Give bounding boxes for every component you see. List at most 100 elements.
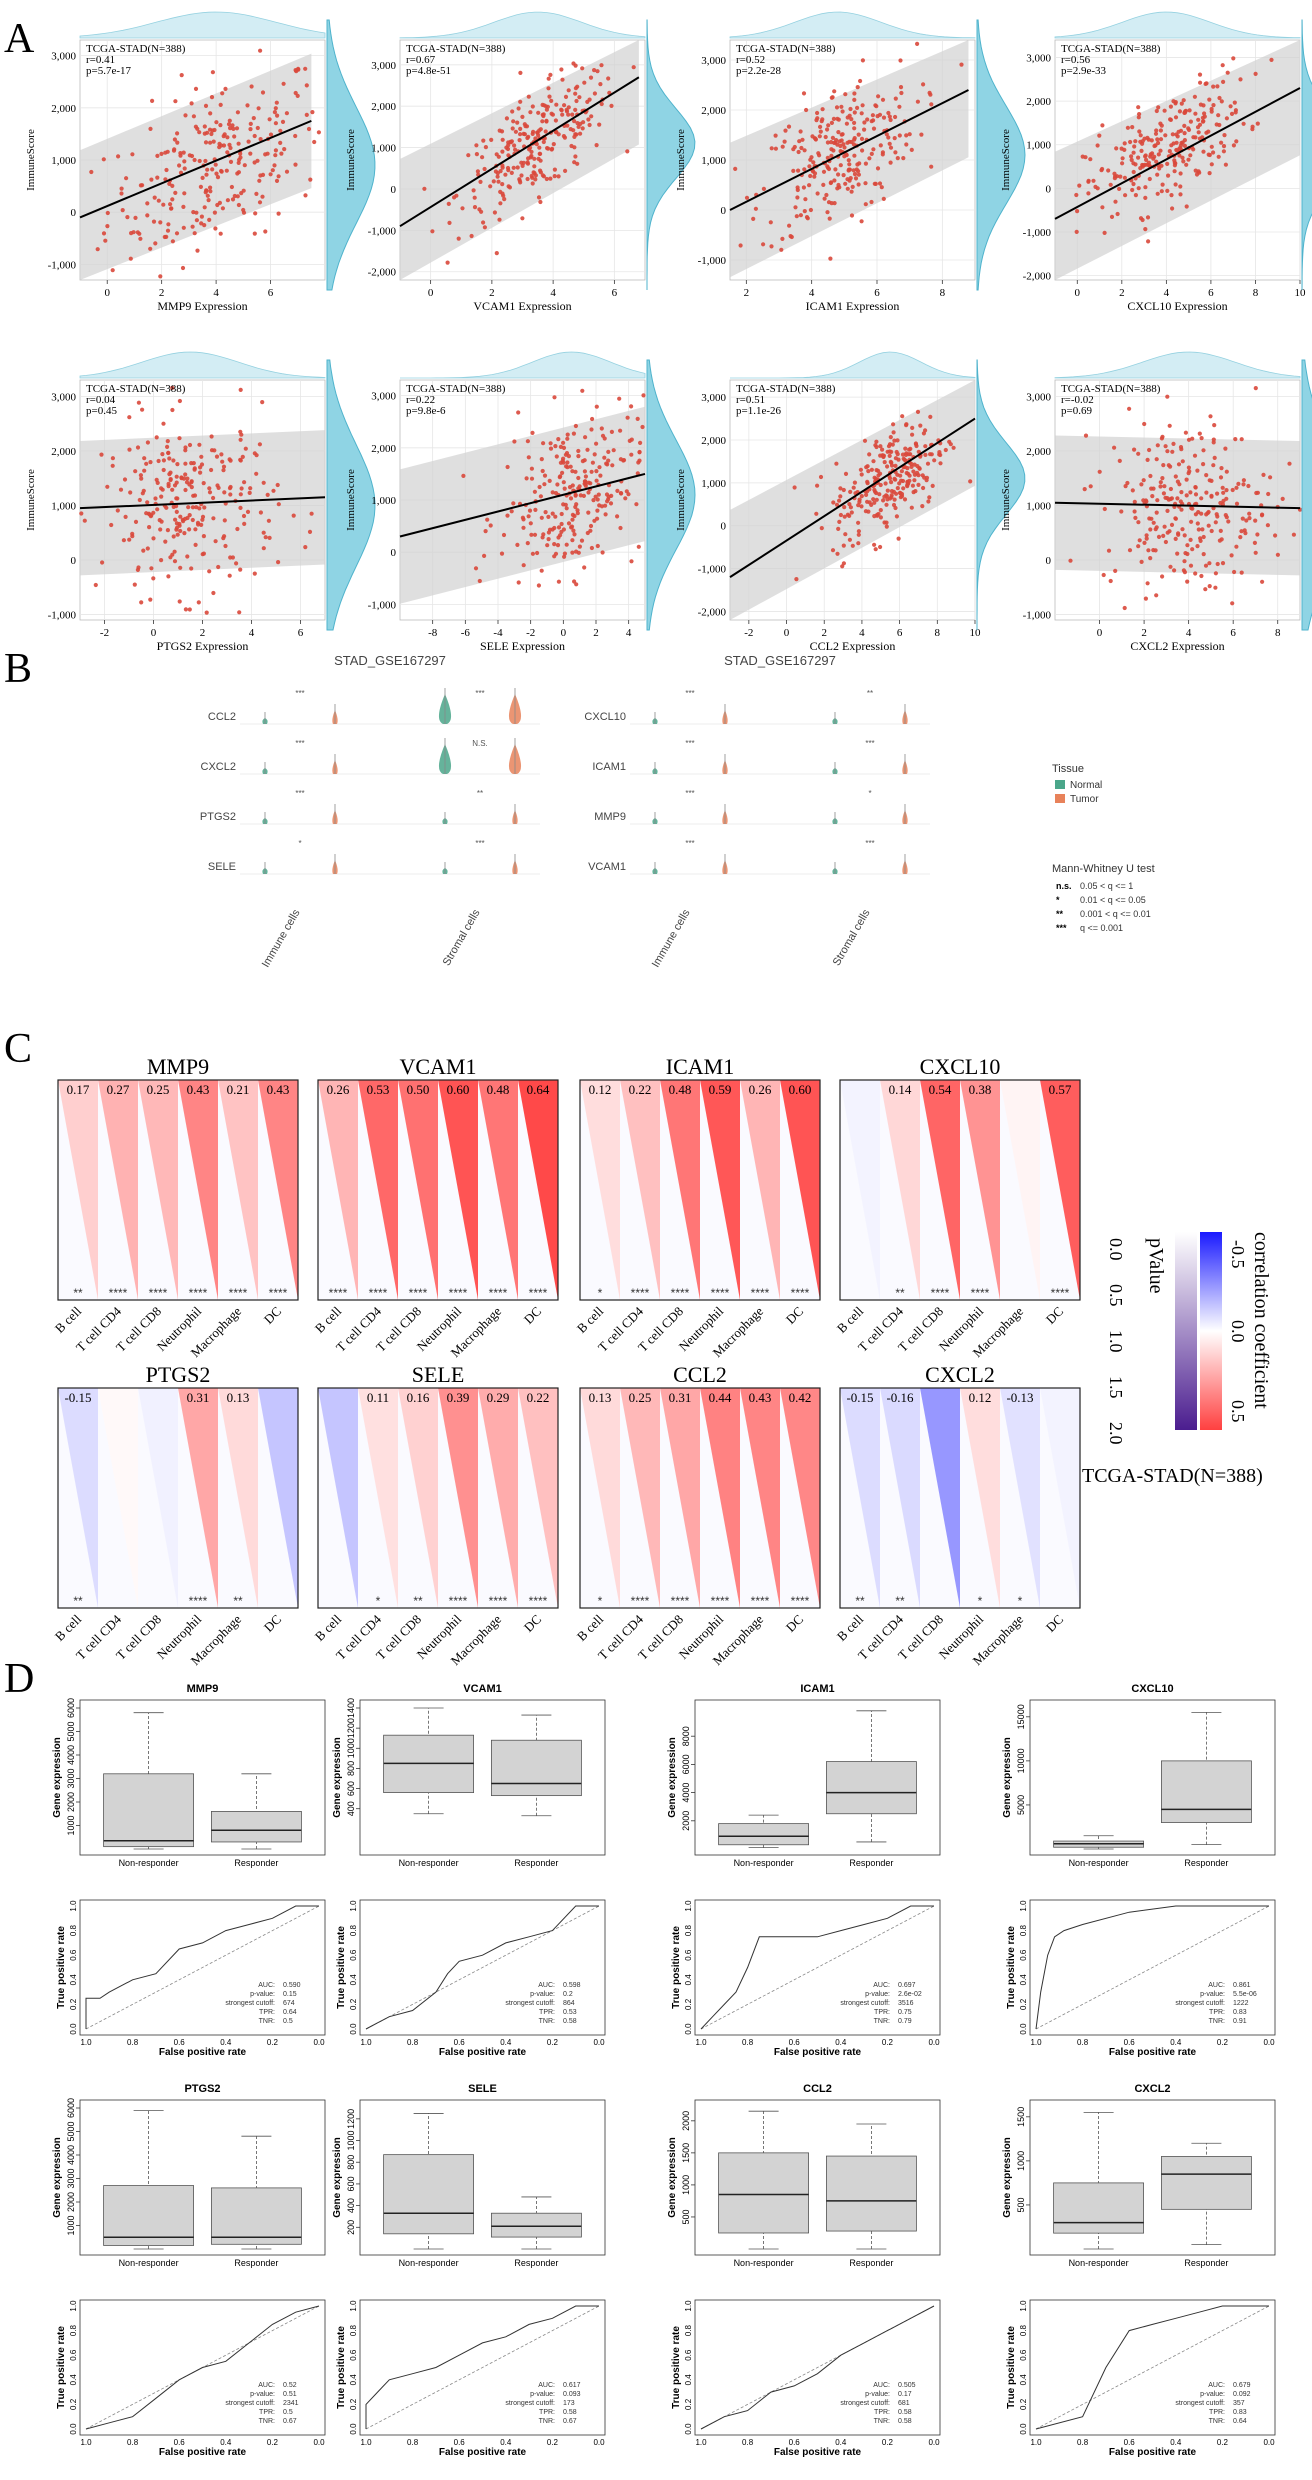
boxplot-y-tick-label: 1500 — [681, 2143, 691, 2163]
data-point — [245, 103, 250, 108]
data-point — [1186, 465, 1191, 470]
roc-mmp9: 1.01.00.80.80.60.60.40.40.20.20.00.0Fals… — [56, 1899, 326, 2058]
data-point — [258, 48, 263, 53]
data-point — [515, 165, 520, 170]
heatmap-cell-triangle — [58, 1080, 98, 1300]
data-point — [916, 482, 921, 487]
data-point — [1158, 480, 1163, 485]
data-point — [494, 251, 499, 256]
violin-gene-label: CXCL2 — [201, 761, 236, 773]
roc-x-tick-label: 0.2 — [882, 2438, 894, 2447]
heatmap-cell-triangle — [258, 1388, 298, 1608]
data-point — [164, 505, 169, 510]
data-point — [128, 490, 133, 495]
data-point — [1143, 154, 1148, 159]
boxplot-x-label: Non-responder — [1069, 2258, 1129, 2268]
data-point — [594, 404, 599, 409]
data-point — [1196, 130, 1201, 135]
p-value: p=9.8e-6 — [406, 405, 446, 417]
heatmap-stars: * — [1018, 1594, 1023, 1608]
data-point — [1176, 531, 1181, 536]
data-point — [573, 107, 578, 112]
data-point — [202, 505, 207, 510]
heatmap-stars: ** — [855, 1594, 865, 1608]
data-point — [1132, 144, 1137, 149]
data-point — [895, 438, 900, 443]
data-point — [256, 106, 261, 111]
data-point — [161, 458, 166, 463]
data-point — [572, 119, 577, 124]
heatmap-value: 0.17 — [67, 1082, 90, 1097]
pvalue-tick: 1.5 — [1106, 1376, 1126, 1399]
data-point — [1091, 178, 1096, 183]
data-point — [1143, 227, 1148, 232]
data-point — [1137, 538, 1142, 543]
data-point — [1182, 110, 1188, 115]
data-point — [1133, 193, 1138, 198]
data-point — [850, 543, 855, 548]
data-point — [1155, 191, 1160, 196]
y-tick-label: 0 — [391, 547, 397, 559]
data-point — [159, 151, 164, 156]
confidence-band — [1055, 40, 1300, 280]
data-point — [1234, 501, 1240, 506]
data-point — [198, 465, 203, 470]
data-point — [1204, 473, 1209, 478]
data-point — [893, 477, 898, 482]
heatmap-cell-triangle — [258, 1080, 298, 1300]
data-point — [564, 107, 569, 112]
data-point — [786, 124, 792, 129]
data-point — [780, 144, 785, 149]
data-point — [903, 446, 908, 451]
data-point — [553, 444, 558, 449]
data-point — [116, 154, 121, 159]
roc-y-tick-label: 0.0 — [349, 2023, 358, 2035]
data-point — [235, 526, 240, 532]
data-point — [1159, 436, 1164, 441]
data-point — [893, 463, 898, 468]
data-point — [1150, 494, 1155, 499]
data-point — [1162, 524, 1167, 529]
data-point — [531, 170, 536, 175]
r-value: r=0.41 — [86, 54, 115, 66]
violin-gene-label: CXCL10 — [584, 711, 626, 723]
data-point — [252, 451, 257, 456]
data-point — [544, 107, 550, 112]
data-point — [851, 485, 856, 490]
data-point — [223, 543, 228, 549]
data-point — [1185, 551, 1190, 557]
data-point — [1199, 496, 1204, 501]
data-point — [1182, 131, 1187, 136]
data-point — [533, 177, 538, 182]
heatmap-cell-triangle — [518, 1080, 558, 1300]
data-point — [243, 446, 248, 451]
data-point — [546, 86, 551, 91]
y-tick-label: 1,000 — [371, 495, 396, 507]
data-point — [222, 534, 227, 539]
data-point — [1167, 423, 1172, 428]
data-point — [238, 567, 243, 572]
heatmap-frame — [839, 1387, 1081, 1609]
data-point — [1156, 105, 1161, 110]
data-point — [637, 450, 642, 455]
data-point — [229, 184, 234, 190]
data-point — [1259, 513, 1265, 518]
data-point — [852, 120, 857, 125]
data-point — [548, 72, 553, 77]
data-point — [532, 489, 538, 494]
boxplot-y-tick-label: 200 — [346, 2220, 356, 2235]
data-point — [1188, 490, 1193, 495]
data-point — [142, 456, 147, 461]
scatter-plot-cxcl2: 0 2 4 6 8-1,00001,0002,0003,000TCGA-STAD(N=3… — [1000, 351, 1312, 653]
data-point — [804, 215, 810, 220]
boxplot-y-tick-label: 400 — [346, 2198, 356, 2213]
roc-y-label: True positive rate — [336, 1926, 347, 2009]
data-point — [165, 228, 171, 233]
data-point — [574, 98, 579, 104]
data-point — [171, 148, 177, 153]
data-point — [1224, 116, 1229, 121]
data-point — [948, 442, 953, 447]
data-point — [181, 519, 186, 524]
data-point — [1136, 155, 1141, 160]
